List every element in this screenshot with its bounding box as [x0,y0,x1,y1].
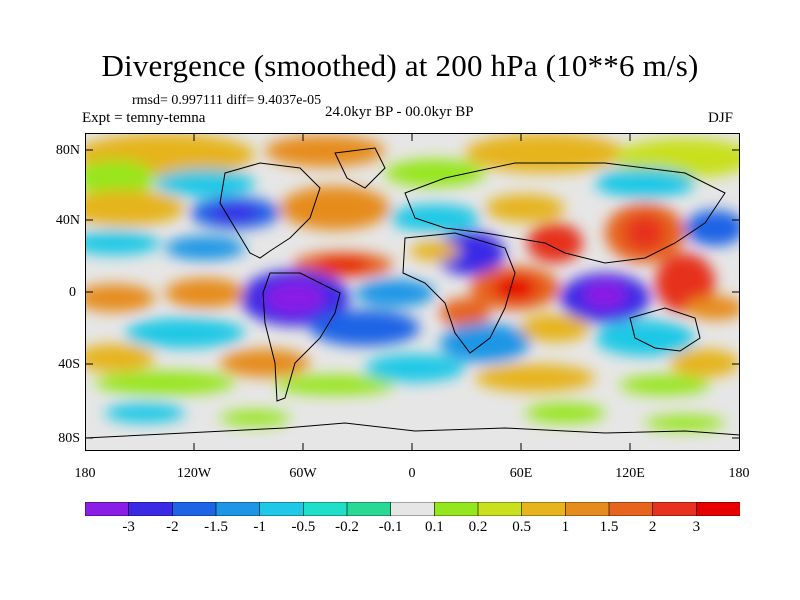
colorbar-tick-label: 3 [692,519,701,535]
eurasia-coast [404,162,726,264]
colorbar-tick-label: 0.2 [468,519,488,535]
colorbar-swatch [521,502,567,516]
lat-label-40s: 40S [58,357,80,372]
colorbar-tick-label: 0.1 [424,519,444,535]
lon-label-120w: 120W [176,466,212,481]
colorbar-swatch [652,502,698,516]
colorbar-tick-label: -2 [166,519,179,535]
plot-title: Divergence (smoothed) at 200 hPa (10**6 … [101,48,699,83]
colorbar-tick-label: -1.5 [204,519,228,535]
colorbar-swatch [608,502,654,516]
africa-coast [402,232,516,354]
lon-label-120e: 120E [615,466,645,481]
period-label: 24.0kyr BP - 00.0kyr BP [325,104,474,120]
colorbar-swatch [259,502,305,516]
colorbar-tick-label: -0.2 [335,519,359,535]
south-america-coast [262,272,341,402]
colorbar-tick-label: 2 [648,519,657,535]
contour-field [85,133,740,431]
rmsd-diff-stats: rmsd= 0.997111 diff= 9.4037e-05 [132,93,322,108]
lon-label-60e: 60E [509,466,533,481]
colorbar [85,502,740,516]
colorbar-swatch [434,502,479,516]
divergence-map [85,133,740,451]
colorbar-tick-label: -0.1 [378,519,403,535]
season-label: DJF [708,110,734,126]
colorbar-swatch [172,502,217,516]
colorbar-swatch [346,502,392,516]
colorbar-tick-label: 0.5 [512,519,532,535]
lat-label-40n: 40N [55,213,80,228]
colorbar-swatch [85,502,130,516]
colorbar-swatch [696,502,740,516]
australia-coast [629,307,701,352]
colorbar-tick-label: -3 [122,519,135,535]
lon-label-180w: 180 [74,466,96,481]
colorbar-swatch [128,502,174,516]
colorbar-tick-label: -1 [253,519,266,535]
colorbar-tick-label: -0.5 [291,519,316,535]
antarctica-coast [85,422,740,439]
coastlines [85,147,740,439]
lon-label-0: 0 [408,466,416,481]
colorbar-tick-label: 1.5 [599,519,619,535]
north-america-coast [219,162,321,259]
greenland-coast [334,147,386,189]
colorbar-swatch [477,502,523,516]
lat-label-80n: 80N [55,143,80,158]
lat-label-0: 0 [69,285,76,300]
experiment-label: Expt = temny-temna [82,110,206,126]
lon-label-180e: 180 [728,466,750,481]
lat-label-80s: 80S [58,431,80,446]
axis-ticks [85,133,740,451]
colorbar-swatch [390,502,436,516]
colorbar-swatch [565,502,610,516]
colorbar-swatch [303,502,348,516]
lon-label-60w: 60W [289,466,317,481]
colorbar-tick-label: 1 [561,519,570,535]
colorbar-swatch [215,502,261,516]
